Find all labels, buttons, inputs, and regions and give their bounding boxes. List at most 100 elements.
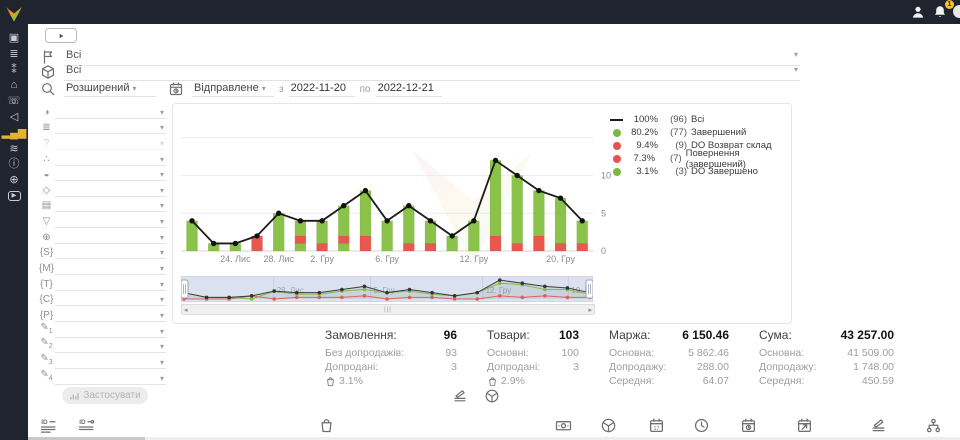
- horizontal-scrollbar[interactable]: [0, 437, 960, 440]
- settings-icon[interactable]: ≋: [9, 142, 19, 155]
- stat-value: 6 150.46: [682, 328, 729, 342]
- notifications-bell-icon[interactable]: [932, 4, 948, 20]
- users-icon[interactable]: ⁑: [11, 63, 17, 76]
- topbar-partial-icon[interactable]: [953, 5, 960, 18]
- legend-count: (7): [670, 153, 682, 164]
- scroll-right-arrow[interactable]: ▸: [588, 306, 592, 314]
- filter-funnel[interactable]: ▽ ▾: [38, 212, 166, 229]
- date-created-icon[interactable]: 17: [648, 417, 665, 434]
- announcements-icon[interactable]: ◁: [9, 110, 19, 123]
- legend-item[interactable]: 7.3% (7) Повернення (завершений): [609, 148, 791, 170]
- date-from-input[interactable]: 2022-11-20: [288, 82, 355, 97]
- date-type-select[interactable]: Відправлене ▾: [192, 82, 274, 97]
- manager-icon: ◒: [43, 169, 50, 181]
- chevron-down-icon: ▾: [159, 342, 164, 352]
- upsell-icon[interactable]: [318, 417, 335, 434]
- sidebar: ▣ ≣ ⁑ ⌂ ☏ ◁ ▂▄▆ ≋ ⓘ ⊕ ▶: [0, 0, 28, 440]
- navigator-left-handle[interactable]: [181, 279, 189, 299]
- id-codes-icon[interactable]: ID: [78, 417, 95, 434]
- stat-row: Основна: 41 509.00: [759, 347, 894, 359]
- filter-utm-c[interactable]: {C} ▾: [38, 291, 166, 307]
- filter-help[interactable]: ? ▾: [38, 134, 166, 150]
- stat-row: Основна: 5 862.46: [609, 347, 729, 359]
- legend-pct: 7.3%: [633, 153, 656, 164]
- status-filter-row[interactable]: Всі ▾: [40, 48, 800, 66]
- filter-utm-s[interactable]: {S} ▾: [38, 244, 166, 260]
- dashboard-icon[interactable]: ▣: [8, 32, 20, 44]
- id-status-icon[interactable]: ID: [40, 417, 57, 434]
- svg-text:17: 17: [654, 426, 660, 432]
- date-sent-icon[interactable]: [740, 417, 757, 434]
- help-video-button[interactable]: [45, 28, 77, 43]
- products-icon[interactable]: [600, 417, 617, 434]
- status-flag-icon: [40, 49, 56, 65]
- legend-item[interactable]: 100% (96) Всі: [609, 113, 791, 126]
- status-filter-value[interactable]: Всі: [66, 48, 82, 61]
- date-export-icon[interactable]: [796, 417, 813, 434]
- from-label: з: [279, 83, 284, 95]
- chevron-down-icon: ▾: [159, 138, 164, 148]
- payment-icon[interactable]: [555, 417, 572, 434]
- calls-icon[interactable]: ☏: [7, 95, 21, 108]
- filter-site[interactable]: ⊕ ▾: [38, 228, 166, 244]
- filter-custom-3[interactable]: ✎3 ▾: [38, 353, 166, 369]
- chart-navigator[interactable]: 28. Лис 5. Гру 12. Гру 19. Гру: [181, 276, 593, 302]
- stat-title: Маржа: 6 150.46: [609, 328, 729, 342]
- legend-swatch: [609, 141, 624, 150]
- scroll-left-arrow[interactable]: ◂: [184, 306, 188, 314]
- filter-custom-4[interactable]: ✎4 ▾: [38, 369, 166, 385]
- statuses-icon[interactable]: [870, 417, 887, 434]
- stat-row: Допродані: 3: [487, 361, 579, 373]
- orders-icon[interactable]: ≣: [9, 47, 19, 60]
- integrations-icon[interactable]: ⊕: [9, 174, 19, 187]
- legend-label: Завершений: [691, 127, 747, 138]
- scroll-thumb[interactable]: [0, 437, 145, 440]
- filter-utm-m[interactable]: {M} ▾: [38, 259, 166, 276]
- filter-manager[interactable]: ◒ ▾: [38, 166, 166, 182]
- filter-source[interactable]: ◑ ▾: [38, 103, 166, 119]
- legend-item[interactable]: 3.1% (3) DO Завершено: [609, 165, 791, 178]
- utm-t-icon: {T}: [40, 278, 53, 290]
- stat-row: Без допродажів: 93: [325, 347, 457, 359]
- product-filter-value[interactable]: Всі: [66, 63, 82, 76]
- summary-stats: Замовлення: 96 Без допродажів: 93 Допродані:…: [325, 328, 894, 389]
- product-filter-row[interactable]: Всі ▾: [40, 63, 800, 81]
- svg-text:20. Гру: 20. Гру: [546, 254, 575, 264]
- shop-icon[interactable]: ⌂: [10, 79, 18, 92]
- time-icon[interactable]: [693, 417, 710, 434]
- filter-utm-p[interactable]: {P} ▾: [38, 306, 166, 322]
- app-logo[interactable]: [3, 3, 25, 25]
- orders-chart[interactable]: 24. Лис 28. Лис 2. Гру 6. Гру 12. Гру 20. Гру…: [181, 116, 617, 268]
- svg-text:28. Лис: 28. Лис: [263, 254, 294, 264]
- info-icon[interactable]: ⓘ: [8, 158, 20, 171]
- group-by-status-icon[interactable]: [452, 388, 468, 404]
- group-by-product-icon[interactable]: [484, 388, 500, 404]
- filter-custom-2[interactable]: ✎2 ▾: [38, 337, 166, 354]
- chevron-down-icon: ▾: [159, 310, 164, 320]
- filter-category[interactable]: ∴ ▾: [38, 150, 166, 166]
- user-avatar-icon[interactable]: [910, 4, 926, 20]
- category-icon: ∴: [43, 153, 50, 165]
- scroll-grip[interactable]: |||: [384, 306, 392, 313]
- video-help-icon[interactable]: ▶: [0, 189, 28, 205]
- payment-icon: ▤: [41, 200, 52, 212]
- legend-count: (3): [675, 166, 687, 177]
- apply-button[interactable]: Застосувати: [62, 387, 148, 404]
- legend-item[interactable]: 80.2% (77) Завершений: [609, 126, 791, 139]
- legend-item[interactable]: 9.4% (9) DO Возврат склад: [609, 139, 791, 152]
- chart-scrollbar[interactable]: ◂ ||| ▸: [181, 304, 595, 315]
- navigator-right-handle[interactable]: [585, 279, 593, 299]
- chevron-down-icon: ▾: [159, 201, 164, 211]
- advanced-search-select[interactable]: Розширений ▾: [64, 82, 156, 97]
- search-icon[interactable]: [40, 81, 56, 97]
- categories-icon[interactable]: [925, 417, 942, 434]
- filter-product[interactable]: ◇ ▾: [38, 181, 166, 197]
- filter-payment[interactable]: ▤ ▾: [38, 197, 166, 213]
- filter-utm-t[interactable]: {T} ▾: [38, 275, 166, 291]
- filter-status-group[interactable]: ≣ ▾: [38, 119, 166, 135]
- date-to-input[interactable]: 2022-12-21: [375, 82, 442, 97]
- analytics-icon[interactable]: ▂▄▆: [1, 126, 27, 139]
- filter-custom-1[interactable]: ✎1 ▾: [38, 322, 166, 338]
- svg-text:12. Гру: 12. Гру: [459, 254, 488, 264]
- legend-label: DO Завершено: [691, 166, 758, 177]
